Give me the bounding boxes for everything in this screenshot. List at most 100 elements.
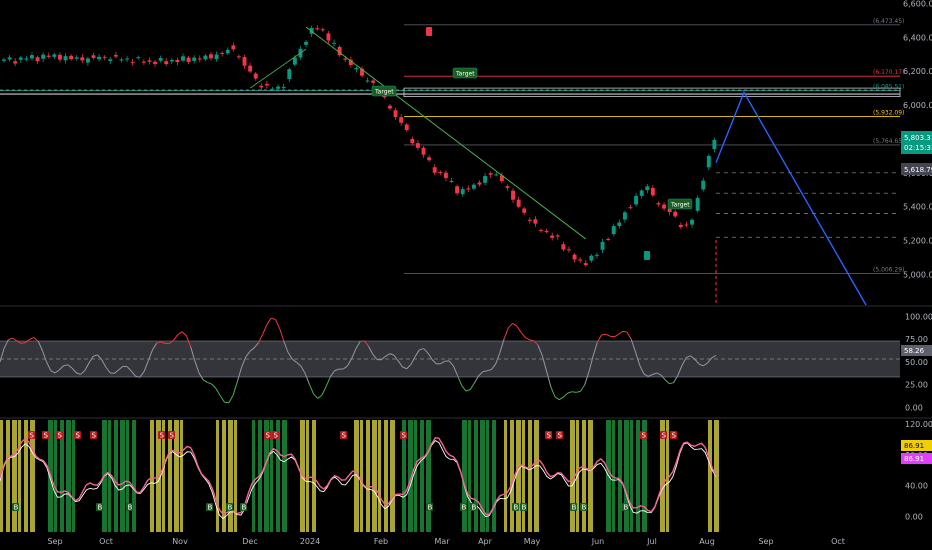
- osc1-segment: [198, 372, 204, 381]
- time-tick-label: Dec: [242, 537, 257, 546]
- osc1-segment: [156, 341, 162, 344]
- candle-body: [516, 199, 521, 207]
- price-level-label: (5,932.09): [873, 110, 904, 117]
- osc1-segment: [194, 360, 200, 374]
- osc1-segment: [249, 347, 255, 352]
- candle-body: [365, 80, 370, 82]
- sell-signal: [158, 431, 165, 439]
- price-level-label: (6,473.45): [873, 18, 904, 25]
- osc1-segment: [622, 330, 628, 333]
- price-level-label: (5,006.29): [873, 266, 904, 273]
- osc2-zone: [378, 420, 381, 532]
- candle-body: [248, 65, 253, 72]
- osc2-signals: S S S S S S S S S S S S S S S SB B B B B B B B B B B B B B: [12, 431, 677, 512]
- price-tick-label: 6,000.00: [903, 101, 932, 110]
- buy-signal-label: B: [228, 504, 233, 512]
- osc1-segment: [487, 369, 492, 372]
- candle-body: [589, 255, 594, 261]
- osc1-segment: [380, 355, 386, 361]
- osc1-segment: [160, 341, 166, 344]
- osc2-zone: [630, 420, 633, 532]
- osc2-zone: [306, 420, 309, 532]
- osc2-zone: [24, 420, 28, 532]
- osc2-zone: [522, 420, 525, 532]
- sell-signal: [340, 431, 347, 439]
- candle-body: [499, 175, 504, 182]
- candle-body: [690, 219, 694, 225]
- osc1-tick-label: 100.00: [905, 312, 932, 321]
- price-panel[interactable]: (6,473.45) (6,170.17) (6,085.51) (5,932.09)…: [0, 0, 932, 306]
- candle-body: [231, 45, 236, 50]
- candle-body: [41, 54, 46, 59]
- oscillator-1-panel[interactable]: 100.00 75.00 50.00 25.00 0.00 58.26: [0, 312, 932, 412]
- osc1-current-label: 58.26: [904, 347, 925, 355]
- price-tick-label: 5,000.00: [903, 271, 932, 280]
- osc1-segment: [419, 348, 424, 351]
- osc2-zone: [714, 420, 719, 532]
- osc1-segment: [190, 346, 196, 362]
- candle-body: [611, 226, 616, 235]
- osc1-segment: [457, 375, 463, 386]
- osc1-segment: [211, 383, 217, 389]
- osc2-zone: [30, 420, 35, 532]
- osc2-main-line: [0, 436, 717, 516]
- osc2-zone: [468, 420, 471, 532]
- candle-body: [712, 139, 717, 150]
- trendline-short: [249, 48, 307, 89]
- osc1-segment: [368, 346, 374, 355]
- osc1-segment: [664, 379, 670, 385]
- osc1-segment: [130, 370, 136, 377]
- candle-body: [287, 69, 292, 79]
- osc1-segment: [563, 392, 569, 398]
- drawings: Target Target Target: [249, 26, 900, 306]
- candle-body: [388, 105, 392, 109]
- buy-signal: [570, 503, 577, 511]
- osc1-segment: [71, 367, 77, 374]
- buy-signal: [470, 503, 477, 511]
- sell-signal: [74, 431, 81, 439]
- osc1-segment: [448, 360, 454, 367]
- osc2-zone: [168, 420, 172, 532]
- osc1-segment: [313, 393, 319, 399]
- buy-signal: [240, 503, 247, 511]
- candle-body: [197, 58, 202, 60]
- buy-signal: [226, 503, 233, 511]
- candle-body: [594, 254, 599, 256]
- candle-body: [332, 42, 336, 44]
- secondary-price-badge: 5,618.79: [901, 163, 932, 175]
- osc1-segment: [414, 349, 420, 357]
- candle-body: [427, 157, 432, 161]
- osc1-segment: [58, 365, 64, 371]
- osc1-segment: [580, 384, 586, 392]
- current-price-label: 5,803.31: [904, 134, 932, 142]
- buy-signal-label: B: [472, 504, 477, 512]
- osc1-segment: [584, 371, 590, 386]
- candle-body: [292, 57, 297, 65]
- osc2-zone: [402, 420, 406, 532]
- osc1-segment: [46, 361, 52, 371]
- candle-body: [628, 207, 633, 209]
- osc2-zone: [366, 420, 370, 532]
- sell-signal: [42, 431, 49, 439]
- osc1-segment: [355, 341, 361, 350]
- candle-body: [606, 238, 611, 240]
- level-box: [403, 87, 901, 97]
- osc1-segment: [266, 317, 272, 325]
- osc1-segment: [118, 365, 124, 371]
- osc2-zone: [486, 420, 489, 532]
- osc1-segment: [495, 352, 501, 365]
- candle-body: [169, 59, 174, 62]
- candle-body: [192, 57, 197, 61]
- osc2-zone: [54, 420, 57, 532]
- candle-body: [30, 55, 34, 59]
- candle-body: [7, 57, 12, 60]
- osc1-segment: [321, 385, 327, 396]
- candle-body: [158, 57, 163, 61]
- osc1-segment: [271, 317, 276, 320]
- buy-signal: [520, 503, 527, 511]
- osc2-zone: [276, 420, 280, 532]
- osc1-segment: [681, 357, 687, 366]
- candle-body: [678, 224, 683, 228]
